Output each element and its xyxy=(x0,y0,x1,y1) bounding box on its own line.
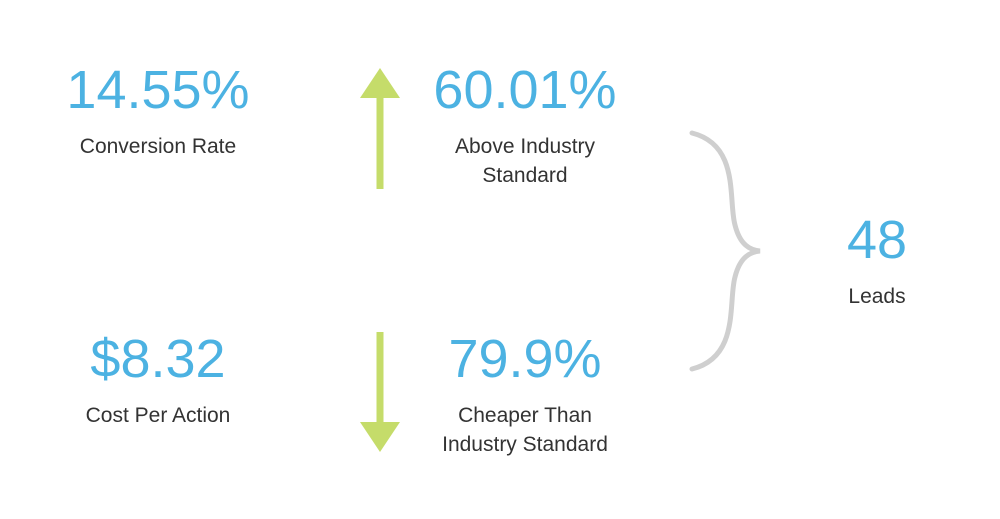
stat-value: $8.32 xyxy=(90,329,225,389)
stat-value: 79.9% xyxy=(448,329,601,389)
brace xyxy=(689,130,761,372)
stat-label: Cheaper Than xyxy=(458,404,592,427)
stat-label: Cost Per Action xyxy=(86,404,231,427)
stat-label: Industry Standard xyxy=(442,433,608,456)
down-arrow xyxy=(360,332,400,452)
stat-label: Conversion Rate xyxy=(80,135,236,158)
stat-value: 60.01% xyxy=(433,60,616,120)
stat-value: 14.55% xyxy=(66,60,249,120)
stat-value: 48 xyxy=(847,210,907,270)
up-arrow xyxy=(360,68,400,189)
stat-label: Standard xyxy=(482,164,567,187)
stat-label: Leads xyxy=(848,285,905,308)
stat-label: Above Industry xyxy=(455,135,596,158)
